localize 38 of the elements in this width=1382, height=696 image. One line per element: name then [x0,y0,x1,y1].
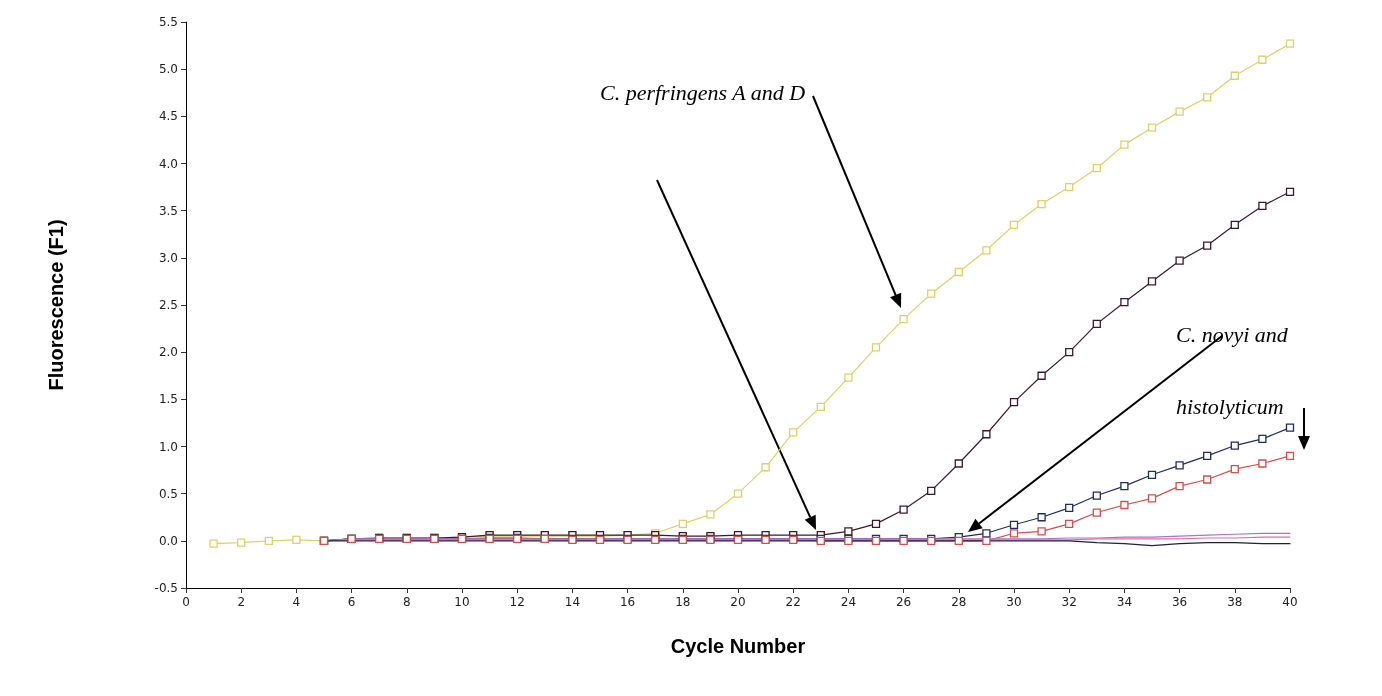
y-tick-label: 4.0 [158,156,178,171]
x-tick-label: 20 [730,595,746,609]
y-tick-label: 3.0 [158,250,178,265]
x-tick-label: 8 [402,595,411,609]
x-tick-label: 10 [454,595,470,609]
x-tick-label: 18 [675,595,691,609]
x-tick-label: 14 [564,595,581,609]
x-tick-label: 34 [1116,595,1133,609]
y-tick-label: 1.5 [158,392,178,407]
x-tick-label: 36 [1171,595,1188,609]
y-tick-label: 2.0 [158,345,178,360]
y-tick-label: 2.5 [158,298,178,312]
y-tick-label: -0.5 [154,581,178,595]
x-tick-label: 24 [840,595,857,609]
x-tick-label: 4 [292,595,301,609]
y-tick-label: 0.5 [158,486,178,501]
annotation: C. perfringens A and D [600,79,806,105]
y-tick-label: 5.0 [158,62,178,77]
y-axis-title: Fluorescence (F1) [45,219,67,391]
y-tick-label: 3.5 [158,203,178,218]
y-tick-label: 1.0 [158,439,178,454]
x-tick-label: 28 [951,595,967,609]
text: C. novyi and histolyticum [1176,321,1288,419]
x-axis-title: Cycle Number [670,635,806,657]
x-tick-label: 32 [1061,595,1077,609]
x-tick-label: 0 [182,595,190,609]
y-tick-label: 4.5 [158,109,178,124]
y-tick-label: 5.5 [158,15,178,29]
x-tick-label: 26 [895,595,912,609]
x-tick-label: 40 [1282,595,1298,609]
x-tick-label: 38 [1227,595,1243,609]
x-tick-label: 16 [619,595,636,609]
x-tick-label: 6 [347,595,356,609]
y-tick-label: 0.0 [158,533,178,548]
x-tick-label: 22 [785,595,801,609]
x-tick-label: 2 [237,595,246,609]
x-tick-label: 12 [509,595,525,609]
x-tick-label: 30 [1006,595,1022,609]
